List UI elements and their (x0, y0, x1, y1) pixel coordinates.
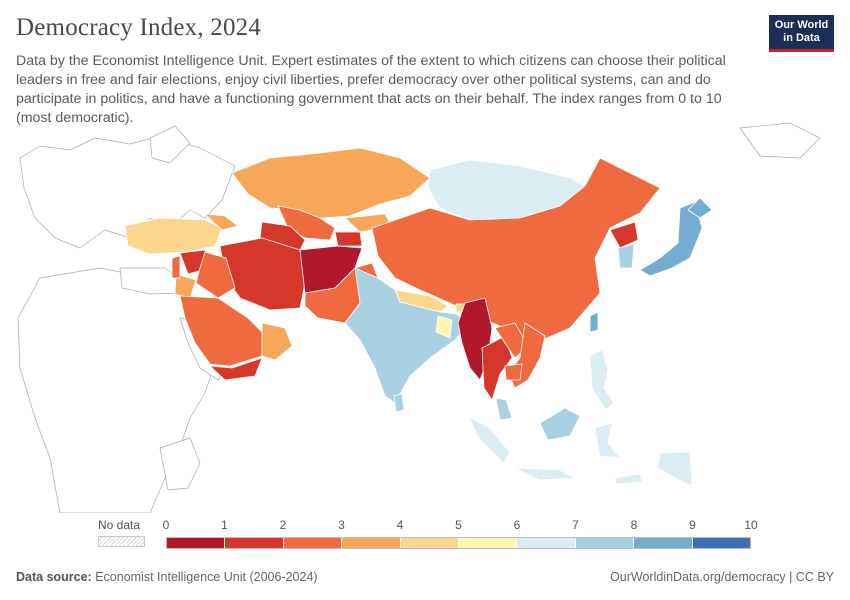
source-text[interactable]: Economist Intelligence Unit (2006-2024) (95, 570, 318, 584)
legend-bin-8[interactable] (634, 538, 693, 548)
region-java (514, 467, 576, 481)
region-india (344, 267, 471, 404)
legend-bin-4[interactable] (400, 538, 460, 548)
no-data-swatch[interactable] (98, 536, 145, 547)
legend-tick-9: 9 (689, 518, 696, 532)
legend-tick-0: 0 (162, 518, 170, 532)
region-kazakhstan (231, 147, 431, 219)
legend-bin-7[interactable] (575, 538, 635, 548)
region-tajikistan (334, 231, 363, 247)
region-iran (219, 237, 306, 311)
region-philippines (589, 349, 615, 411)
logo-line-2: in Data (783, 31, 820, 44)
region-south-korea (617, 243, 635, 269)
legend-tick-5: 5 (455, 518, 462, 532)
legend-color-scale[interactable] (166, 537, 751, 549)
region-oman-uae (261, 322, 293, 361)
legend-bin-0[interactable] (167, 538, 226, 548)
legend-bin-5[interactable] (459, 538, 518, 548)
region-north-korea (609, 221, 639, 249)
chart-title: Democracy Index, 2024 (16, 14, 262, 41)
region-sri-lanka (393, 393, 405, 413)
region-sulawesi (594, 422, 621, 459)
legend-tick-3: 3 (338, 518, 345, 532)
logo-line-1: Our World (774, 19, 829, 31)
legend-tick-2: 2 (279, 518, 287, 532)
chart-subtitle: Data by the Economist Intelligence Unit.… (16, 53, 726, 126)
data-source: Data source: Economist Intelligence Unit… (16, 570, 318, 584)
region-cambodia (504, 363, 523, 381)
legend-ticks: 0 1 2 3 4 5 6 7 8 9 10 (162, 518, 758, 534)
region-yemen (209, 357, 263, 381)
region-new-guinea (657, 451, 693, 487)
region-greenland-cap (739, 122, 821, 159)
owid-logo[interactable]: Our World in Data (769, 15, 834, 52)
legend-bin-1[interactable] (225, 538, 284, 548)
region-bangladesh (435, 315, 453, 339)
no-data-label: No data (98, 518, 141, 532)
region-scandinavia (149, 125, 191, 164)
region-sumatra (467, 415, 511, 464)
region-europe-outline (19, 135, 236, 249)
legend-tick-10: 10 (744, 518, 758, 532)
region-borneo-malaysia (539, 407, 581, 441)
region-taiwan (589, 311, 599, 333)
legend-tick-7: 7 (572, 518, 579, 532)
region-lebanon-israel (171, 255, 181, 279)
legend-bin-9[interactable] (692, 538, 751, 548)
region-mozambique (159, 437, 201, 491)
legend-bin-2[interactable] (283, 538, 343, 548)
region-malaysia-peninsula (495, 397, 513, 421)
credit-link[interactable]: OurWorldinData.org/democracy | CC BY (610, 570, 834, 584)
region-timor (614, 473, 643, 485)
legend-tick-8: 8 (630, 518, 638, 532)
legend-bin-6[interactable] (517, 538, 576, 548)
legend-tick-1: 1 (221, 518, 228, 532)
region-caucasus (204, 213, 239, 231)
region-turkey (124, 217, 223, 255)
choropleth-map[interactable] (0, 118, 850, 513)
legend-tick-6: 6 (513, 518, 521, 532)
region-japan-hokkaido (687, 197, 713, 219)
legend-bin-3[interactable] (342, 538, 401, 548)
region-saudi-arabia (179, 295, 271, 367)
source-label: Data source: (16, 570, 92, 584)
legend: No data 0 1 2 3 4 5 6 7 8 9 10 (0, 516, 850, 556)
region-china (371, 157, 661, 344)
legend-tick-4: 4 (396, 518, 404, 532)
